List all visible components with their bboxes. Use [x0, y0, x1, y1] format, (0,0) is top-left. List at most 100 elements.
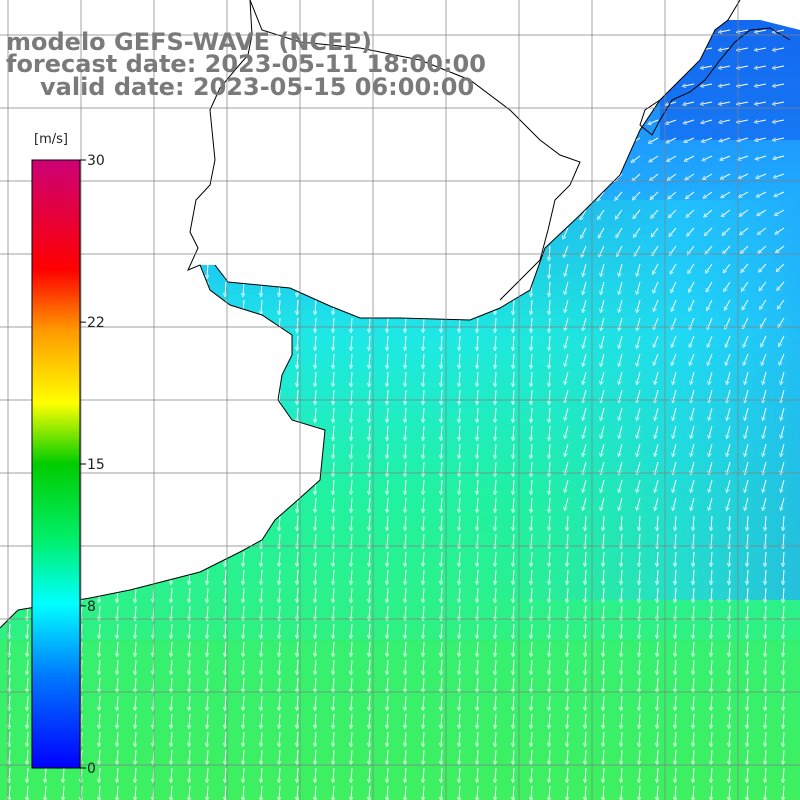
wind-arrow	[688, 227, 695, 235]
wind-arrow	[783, 533, 784, 547]
wind-arrow	[441, 101, 442, 115]
wind-arrow	[423, 569, 424, 583]
wind-arrow	[9, 101, 10, 115]
wind-arrow	[531, 533, 532, 547]
wind-arrow	[747, 605, 748, 619]
wind-arrow	[549, 533, 550, 547]
wind-arrow	[459, 281, 460, 295]
wind-arrow	[671, 263, 677, 273]
wind-arrow	[261, 335, 262, 349]
wind-arrow	[189, 551, 190, 565]
wind-arrow	[207, 515, 208, 529]
wind-arrow	[261, 569, 262, 583]
wind-arrow	[648, 29, 659, 32]
wind-arrow	[690, 335, 695, 346]
wind-arrow	[315, 137, 316, 151]
wind-arrow	[565, 425, 569, 437]
wind-arrow	[261, 407, 262, 421]
wind-arrow	[765, 587, 766, 601]
wind-arrow	[619, 443, 623, 455]
wind-arrow	[565, 479, 569, 491]
wind-arrow	[637, 479, 641, 491]
wind-arrow	[549, 551, 550, 565]
wind-arrow	[614, 137, 623, 143]
wind-arrow	[690, 353, 695, 364]
wind-arrow	[279, 173, 280, 187]
wind-arrow	[243, 191, 244, 205]
wind-arrow	[9, 443, 10, 457]
wind-arrow	[117, 353, 118, 367]
wind-arrow	[279, 209, 280, 223]
wind-arrow	[117, 299, 118, 313]
wind-arrow	[117, 245, 118, 259]
wind-arrow	[243, 317, 244, 331]
wind-arrow	[778, 281, 785, 289]
wind-arrow	[612, 29, 623, 32]
wind-arrow	[387, 119, 388, 133]
wind-arrow	[99, 245, 100, 259]
wind-arrow	[531, 263, 532, 277]
wind-arrow	[387, 299, 388, 313]
wind-arrow	[630, 29, 641, 32]
wind-arrow	[619, 425, 623, 437]
wind-arrow	[459, 353, 460, 367]
wind-arrow	[243, 209, 244, 223]
wind-arrow	[423, 623, 424, 637]
wind-arrow	[387, 353, 388, 367]
wind-arrow	[135, 119, 136, 133]
wind-arrow	[601, 443, 605, 455]
wind-arrow	[459, 623, 460, 637]
wind-arrow	[441, 137, 442, 151]
wind-arrow	[549, 173, 550, 187]
wind-arrow	[171, 173, 172, 187]
wind-arrow	[369, 119, 370, 133]
wind-arrow	[567, 623, 568, 637]
wind-arrow	[513, 389, 514, 403]
wind-arrow	[207, 191, 208, 205]
wind-arrow	[583, 407, 587, 419]
wind-arrow	[495, 533, 496, 547]
wind-arrow	[207, 209, 208, 223]
wind-arrow	[727, 371, 731, 383]
wind-arrow	[423, 155, 424, 169]
wind-arrow	[405, 191, 406, 205]
wind-arrow	[667, 119, 677, 123]
wind-arrow	[531, 173, 532, 187]
wind-arrow	[549, 281, 550, 295]
wind-arrow	[333, 227, 334, 241]
wind-arrow	[779, 317, 785, 326]
wind-arrow	[558, 29, 569, 32]
wind-arrow	[405, 335, 406, 349]
wind-arrow	[657, 569, 658, 583]
wind-arrow	[297, 425, 298, 439]
wind-arrow	[781, 371, 785, 383]
wind-arrow	[261, 263, 262, 277]
wind-arrow	[711, 605, 712, 619]
wind-arrow	[333, 353, 334, 367]
wind-arrow	[423, 119, 424, 133]
wind-arrow	[387, 227, 388, 241]
wind-arrow	[279, 155, 280, 169]
wind-arrow	[745, 389, 749, 401]
wind-arrow	[171, 155, 172, 169]
wind-arrow	[27, 137, 28, 151]
wind-arrow	[583, 299, 587, 311]
map-title-valid-date: valid date: 2023-05-15 06:00:00	[40, 73, 475, 101]
wind-arrow	[621, 623, 622, 637]
wind-arrow	[579, 137, 587, 144]
wind-arrow	[495, 65, 496, 79]
wind-arrow	[669, 209, 677, 217]
wind-arrow	[315, 119, 316, 133]
wind-arrow	[495, 551, 496, 565]
wind-arrow	[630, 65, 641, 68]
colorbar-tick-label: 8	[87, 599, 96, 615]
wind-arrow	[297, 335, 298, 349]
wind-arrow	[739, 155, 749, 159]
wind-arrow	[405, 137, 406, 151]
wind-arrow	[495, 245, 496, 259]
wind-arrow	[207, 263, 208, 277]
wind-arrow	[9, 425, 10, 439]
wind-arrow	[580, 191, 587, 200]
wind-arrow	[675, 605, 676, 619]
